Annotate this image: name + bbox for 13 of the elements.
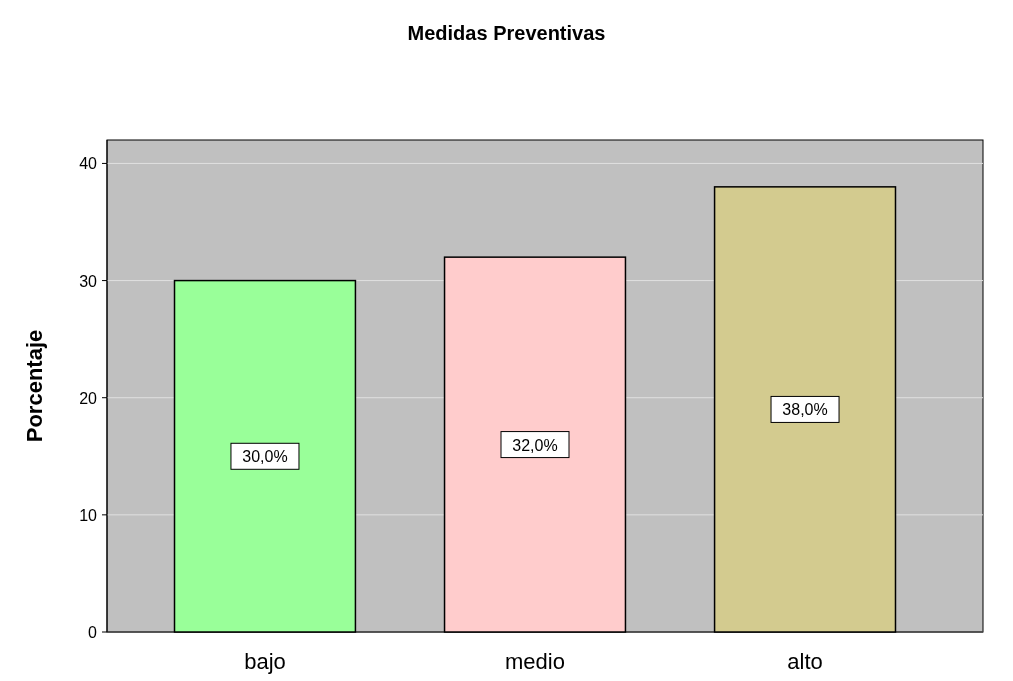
x-tick-label: bajo <box>244 649 286 674</box>
y-tick-label: 0 <box>88 624 98 641</box>
data-label: 32,0% <box>512 436 558 454</box>
chart-title: Medidas Preventivas <box>407 22 606 44</box>
y-tick-label: 20 <box>79 389 98 407</box>
x-tick-label: medio <box>505 649 565 674</box>
data-label: 30,0% <box>242 448 288 466</box>
data-label: 38,0% <box>782 401 828 419</box>
x-tick-label: alto <box>787 649 823 674</box>
y-tick-label: 40 <box>79 155 98 173</box>
y-tick-label: 10 <box>79 506 98 524</box>
y-tick-label: 30 <box>79 272 98 290</box>
y-axis-title: Porcentaje <box>22 329 47 443</box>
